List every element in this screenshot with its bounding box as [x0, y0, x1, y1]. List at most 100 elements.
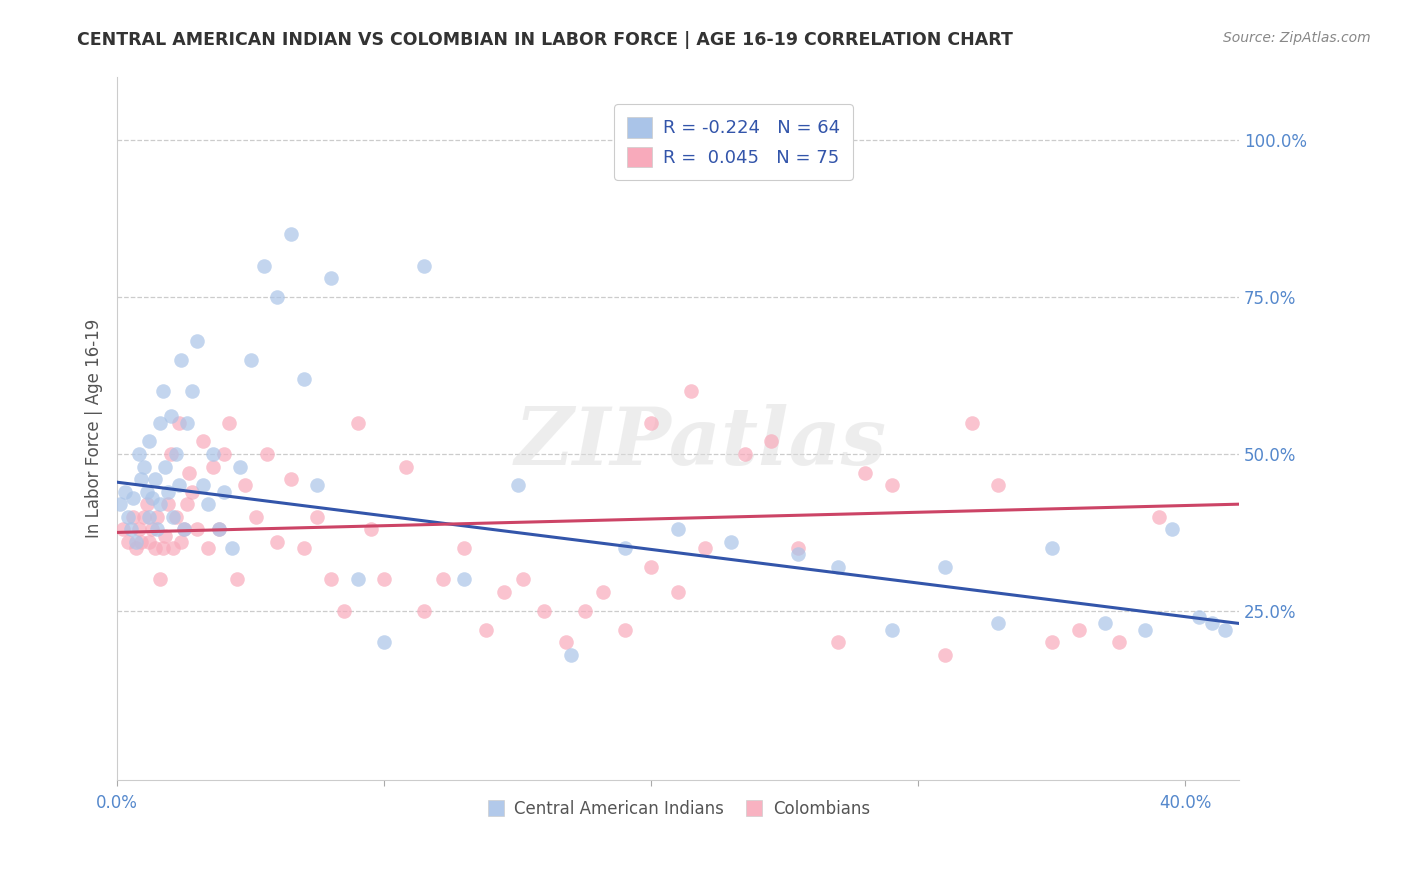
Point — [533, 604, 555, 618]
Point — [1201, 616, 1223, 631]
Point — [373, 635, 395, 649]
Point — [218, 416, 240, 430]
Point — [453, 541, 475, 555]
Point — [208, 522, 231, 536]
Point — [165, 447, 187, 461]
Text: Source: ZipAtlas.com: Source: ZipAtlas.com — [1223, 31, 1371, 45]
Point — [125, 541, 148, 555]
Point — [292, 541, 315, 555]
Point — [613, 541, 636, 555]
Point — [307, 509, 329, 524]
Point — [120, 522, 142, 536]
Point — [135, 497, 157, 511]
Point — [453, 573, 475, 587]
Point — [474, 623, 496, 637]
Point — [129, 472, 152, 486]
Point — [170, 534, 193, 549]
Y-axis label: In Labor Force | Age 16-19: In Labor Force | Age 16-19 — [86, 319, 103, 539]
Point — [176, 416, 198, 430]
Point — [761, 434, 783, 449]
Point — [880, 623, 903, 637]
Point — [880, 478, 903, 492]
Point — [640, 560, 662, 574]
Point — [186, 522, 208, 536]
Point — [827, 560, 849, 574]
Point — [170, 352, 193, 367]
Point — [167, 478, 190, 492]
Point — [149, 416, 172, 430]
Point — [554, 635, 576, 649]
Point — [413, 604, 436, 618]
Point — [787, 548, 810, 562]
Point — [292, 372, 315, 386]
Point — [1040, 541, 1063, 555]
Point — [253, 259, 276, 273]
Point — [1188, 610, 1211, 624]
Point — [149, 573, 172, 587]
Point — [167, 416, 190, 430]
Point — [179, 466, 201, 480]
Point — [494, 585, 516, 599]
Point — [666, 585, 689, 599]
Point — [506, 478, 529, 492]
Point — [208, 522, 231, 536]
Point — [1215, 623, 1237, 637]
Point — [613, 623, 636, 637]
Point — [156, 484, 179, 499]
Point — [114, 484, 136, 499]
Point — [155, 459, 177, 474]
Point — [681, 384, 703, 399]
Point — [1147, 509, 1170, 524]
Point — [111, 522, 134, 536]
Point — [1067, 623, 1090, 637]
Point — [413, 259, 436, 273]
Point — [346, 416, 368, 430]
Point — [181, 384, 204, 399]
Point — [159, 409, 181, 424]
Point — [346, 573, 368, 587]
Point — [235, 478, 257, 492]
Point — [181, 484, 204, 499]
Point — [934, 648, 956, 662]
Point — [987, 616, 1010, 631]
Point — [734, 447, 756, 461]
Point — [162, 509, 184, 524]
Point — [307, 478, 329, 492]
Point — [125, 534, 148, 549]
Point — [141, 522, 163, 536]
Point — [640, 416, 662, 430]
Point — [560, 648, 582, 662]
Point — [693, 541, 716, 555]
Point — [173, 522, 195, 536]
Point — [256, 447, 278, 461]
Point — [212, 484, 235, 499]
Point — [128, 522, 150, 536]
Point — [202, 459, 225, 474]
Point — [191, 434, 214, 449]
Point — [394, 459, 416, 474]
Point — [229, 459, 252, 474]
Point — [787, 541, 810, 555]
Point — [245, 509, 267, 524]
Point — [1094, 616, 1116, 631]
Point — [239, 352, 262, 367]
Point — [141, 491, 163, 505]
Point — [152, 541, 174, 555]
Point — [129, 534, 152, 549]
Point — [152, 384, 174, 399]
Point — [666, 522, 689, 536]
Point — [432, 573, 454, 587]
Point — [162, 541, 184, 555]
Point — [138, 434, 160, 449]
Point — [280, 472, 302, 486]
Text: ZIPatlas: ZIPatlas — [515, 404, 886, 482]
Point — [853, 466, 876, 480]
Point — [176, 497, 198, 511]
Point — [143, 472, 166, 486]
Point — [934, 560, 956, 574]
Point — [266, 290, 288, 304]
Point — [146, 522, 169, 536]
Point — [720, 534, 742, 549]
Point — [138, 534, 160, 549]
Point — [1040, 635, 1063, 649]
